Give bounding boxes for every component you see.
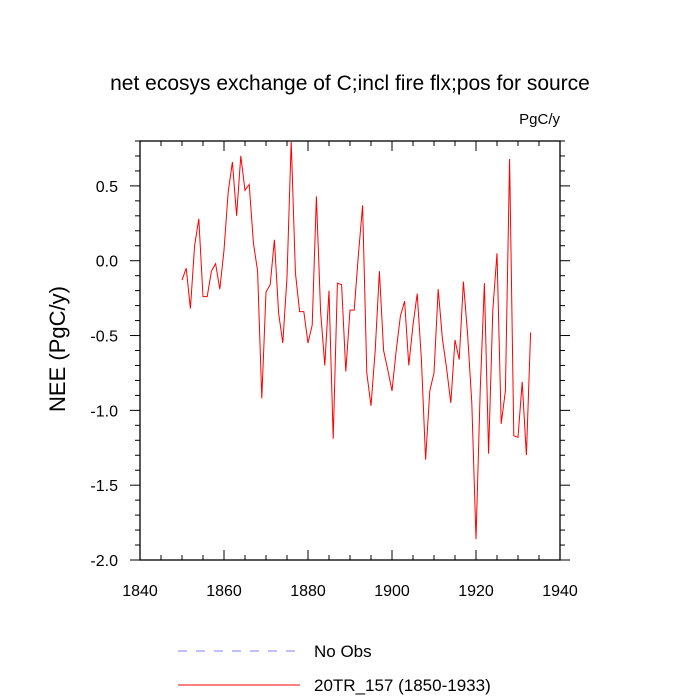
y-tick-label: -2.0 <box>90 553 118 570</box>
series-line <box>181 140 532 540</box>
y-tick-label: 0.0 <box>96 254 118 271</box>
y-tick-label: 0.5 <box>96 179 118 196</box>
x-tick-label: 1860 <box>206 583 242 600</box>
legend-label: 20TR_157 (1850-1933) <box>314 676 491 695</box>
series-layer <box>181 140 532 540</box>
legend-label: No Obs <box>314 642 372 661</box>
y-tick-label: -1.0 <box>90 403 118 420</box>
y-tick-label: -0.5 <box>90 329 118 346</box>
chart-title: net ecosys exchange of C;incl fire flx;p… <box>110 72 590 95</box>
x-tick-label: 1900 <box>374 583 410 600</box>
axis-tick-labels: 1840 1860 1880 1900 1920 1940 -2.0 -1.5 -1.0 -0.5… <box>90 179 577 600</box>
legend: No Obs 20TR_157 (1850-1933) <box>178 642 491 695</box>
axis-ticks <box>130 140 570 561</box>
plot-border <box>139 140 561 561</box>
x-tick-label: 1940 <box>542 583 578 600</box>
y-axis-label: NEE (PgC/y) <box>45 286 70 412</box>
x-tick-label: 1920 <box>458 583 494 600</box>
plot-frame <box>139 140 561 561</box>
units-label: PgC/y <box>519 111 560 128</box>
x-tick-label: 1880 <box>290 583 326 600</box>
x-tick-label: 1840 <box>122 583 158 600</box>
y-tick-label: -1.5 <box>90 478 118 495</box>
